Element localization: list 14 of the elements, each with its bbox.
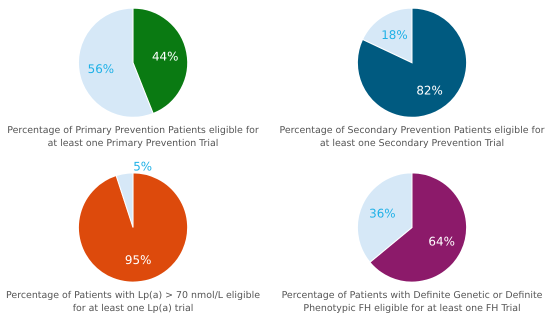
data-label: 82% [416, 83, 443, 98]
pie-slice [78, 172, 188, 283]
data-label: 44% [152, 50, 178, 64]
data-label: 5% [133, 160, 152, 174]
text: Percentage of Secondary Prevention Patients eligible for at least one Secondary Prevention Trial [279, 125, 545, 150]
data-label: 64% [428, 234, 455, 248]
data-label: 36% [369, 206, 396, 221]
text: Percentage of Primary Prevention Patients eligible for at least one Primary Prevention Trial [7, 125, 259, 150]
data-label: 18% [381, 28, 408, 42]
pie-slice [356, 8, 468, 118]
text: Percentage of Patients with Lp(a) > 70 nmol/L eligible for at least one Lp(a) trial [6, 290, 260, 314]
data-label: 56% [88, 62, 114, 76]
data-label: 95% [124, 252, 152, 267]
text: Percentage of Patients with Definite Genetic or Definite Phenotypic FH eligible for at least one FH Trial [282, 290, 543, 314]
